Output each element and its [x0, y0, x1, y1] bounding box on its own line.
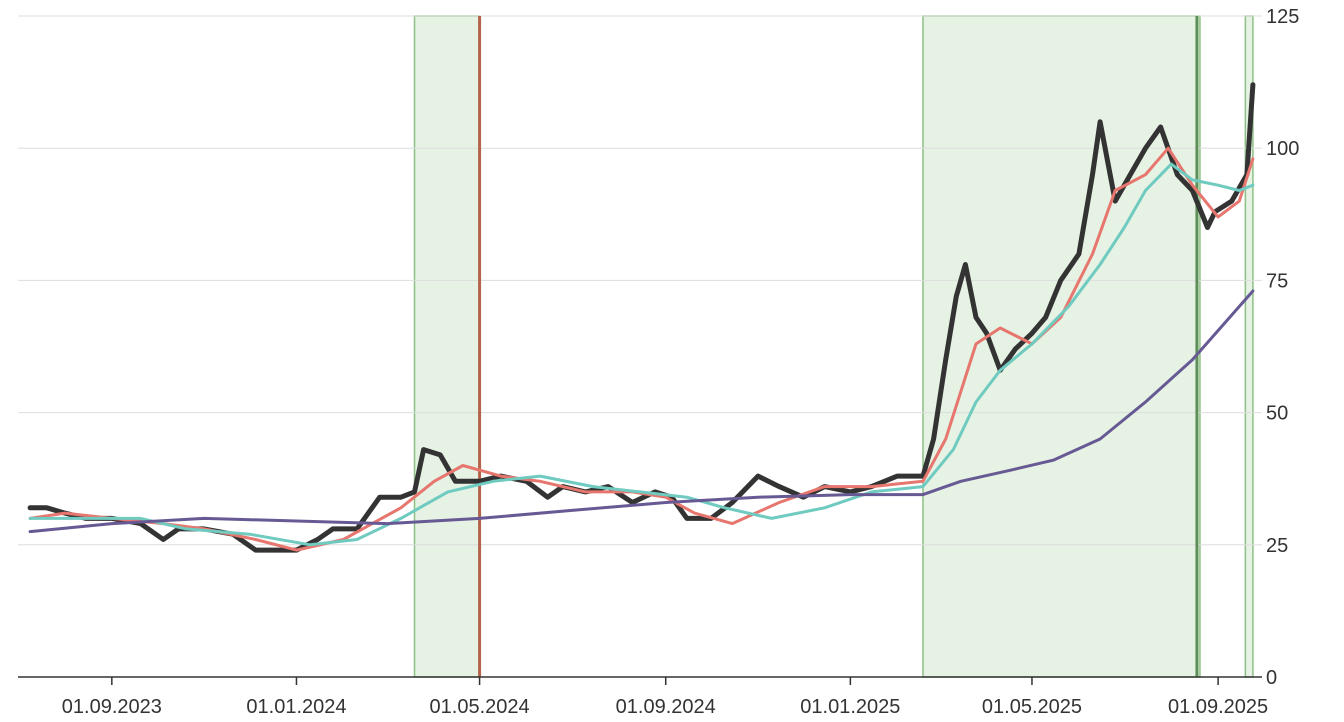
shaded-region-1 [413, 15, 481, 678]
series-line-4 [28, 289, 1255, 534]
vertical-markers [478, 16, 1199, 677]
series-line-1 [27, 82, 1256, 553]
y-axis: 0 25 50 75 100 125 [1266, 6, 1299, 689]
x-tick-label-6: 01.05.2025 [982, 696, 1082, 718]
x-tick-label-4: 01.09.2024 [616, 696, 716, 718]
y-tick-label-25: 25 [1266, 535, 1288, 557]
series-line-3 [28, 162, 1255, 547]
y-tick-label-75: 75 [1266, 270, 1288, 292]
series-lines [27, 82, 1256, 553]
x-tick-label-5: 01.01.2025 [800, 696, 900, 718]
y-tick-label-100: 100 [1266, 138, 1299, 160]
x-tick-label-1: 01.09.2023 [62, 696, 162, 718]
y-tick-label-50: 50 [1266, 403, 1288, 425]
y-tick-label-125: 125 [1266, 6, 1299, 28]
shaded-regions [413, 15, 1254, 678]
y-tick-label-0: 0 [1266, 667, 1277, 689]
shaded-region-2 [922, 15, 1201, 678]
x-axis: 01.09.2023 01.01.2024 01.05.2024 01.09.2024… [18, 676, 1268, 718]
grid-lines [18, 15, 1262, 546]
series-line-2 [28, 146, 1255, 552]
x-tick-label-7: 01.09.2025 [1168, 696, 1268, 718]
x-tick-label-3: 01.05.2024 [430, 696, 530, 718]
x-tick-label-2: 01.01.2024 [246, 696, 346, 718]
